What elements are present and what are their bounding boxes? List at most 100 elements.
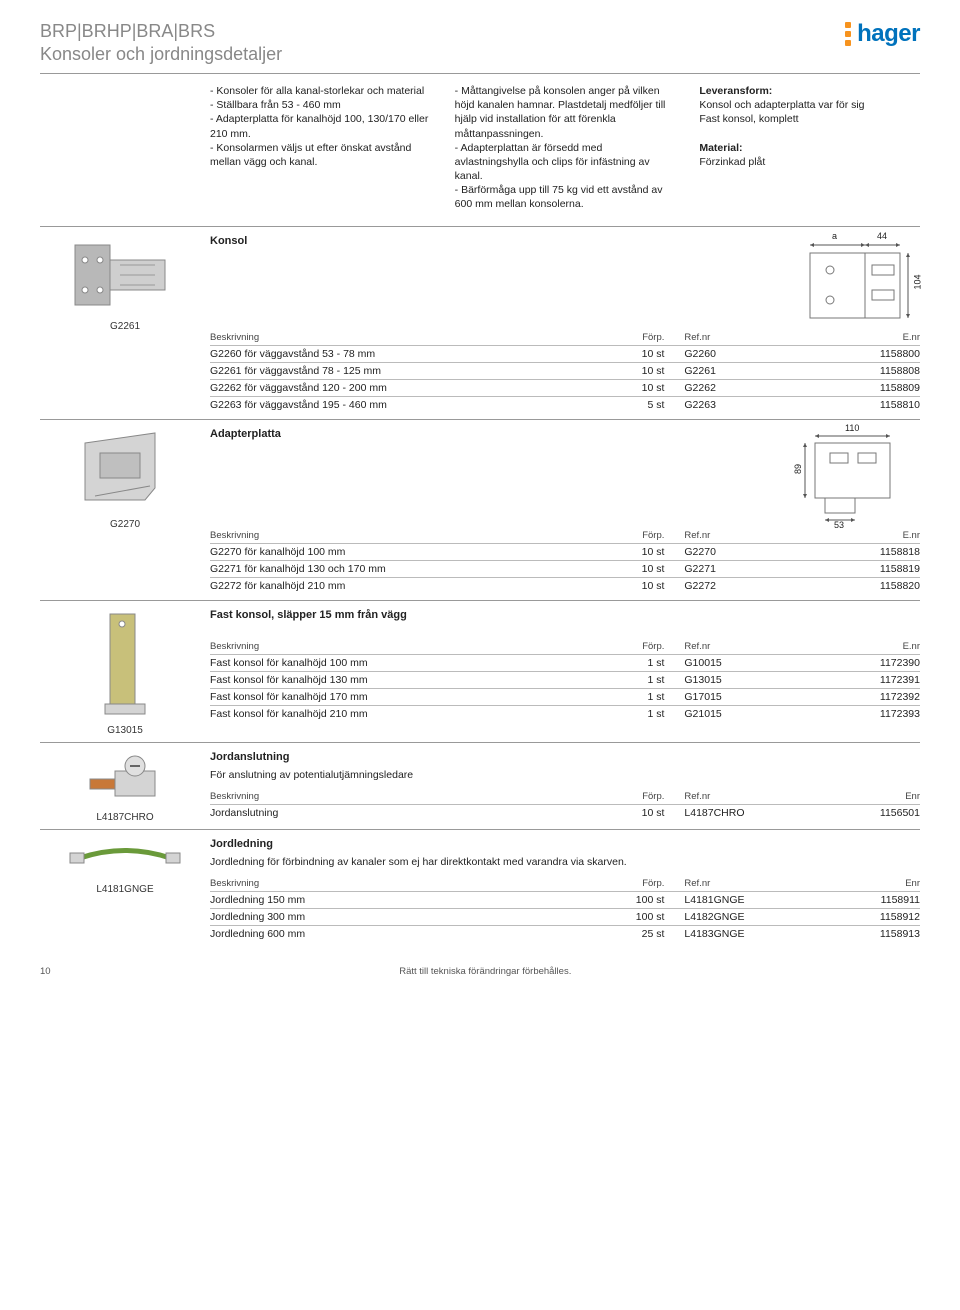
cell-enr: 1158809 — [792, 379, 920, 396]
intro-label-material: Material: — [699, 142, 742, 154]
cell-pack: 1 st — [579, 671, 664, 688]
intro-col-2: - Måttangivelse på konsolen anger på vil… — [455, 84, 676, 212]
intro-columns: - Konsoler för alla kanal-storlekar och … — [210, 84, 920, 212]
cell-enr: 1172390 — [792, 654, 920, 671]
cell-enr: 1156501 — [792, 804, 920, 821]
logo-dots-icon — [845, 22, 851, 46]
page-footer: 10 Rätt till tekniska förändringar förbe… — [40, 960, 920, 977]
section-jordan-content: Jordanslutning För anslutning av potenti… — [210, 751, 920, 821]
fast-rows: Fast konsol för kanalhöjd 100 mm1 stG100… — [210, 654, 920, 722]
jordan-title: Jordanslutning — [210, 751, 920, 763]
cell-desc: G2271 för kanalhöjd 130 och 170 mm — [210, 560, 579, 577]
cell-ref: G2261 — [664, 362, 792, 379]
cell-enr: 1158819 — [792, 560, 920, 577]
konsol-dim-a: a — [832, 231, 837, 241]
section-fast: G13015 Fast konsol, släpper 15 mm från v… — [40, 600, 920, 736]
cell-ref: G21015 — [664, 705, 792, 722]
jordan-rows: Jordanslutning10 stL4187CHRO1156501 — [210, 804, 920, 821]
konsol-product-icon — [70, 235, 180, 315]
cell-pack: 10 st — [579, 804, 664, 821]
section-jordan-image-col: L4187CHRO — [40, 751, 210, 823]
cell-ref: G2270 — [664, 543, 792, 560]
adapter-product-icon — [75, 428, 175, 513]
cell-ref: G13015 — [664, 671, 792, 688]
cell-pack: 10 st — [579, 362, 664, 379]
cell-enr: 1158800 — [792, 345, 920, 362]
cell-pack: 1 st — [579, 705, 664, 722]
section-konsol: G2261 Konsol a 44 104 — [40, 226, 920, 413]
cell-enr: 1158912 — [792, 908, 920, 925]
cell-ref: G17015 — [664, 688, 792, 705]
cell-pack: 100 st — [579, 908, 664, 925]
adapter-dim-110: 110 — [845, 423, 859, 433]
table-row: Fast konsol för kanalhöjd 210 mm1 stG210… — [210, 705, 920, 722]
fast-product-icon — [90, 609, 160, 719]
table-row: Fast konsol för kanalhöjd 130 mm1 stG130… — [210, 671, 920, 688]
table-row: Fast konsol för kanalhöjd 170 mm1 stG170… — [210, 688, 920, 705]
section-jordled: L4181GNGE Jordledning Jordledning för fö… — [40, 829, 920, 942]
section-fast-image-col: G13015 — [40, 609, 210, 736]
jordled-sub: Jordledning för förbindning av kanaler s… — [210, 856, 920, 868]
page-number: 10 — [40, 966, 51, 977]
cell-ref: G10015 — [664, 654, 792, 671]
cell-desc: Jordledning 150 mm — [210, 891, 579, 908]
cell-desc: Jordledning 300 mm — [210, 908, 579, 925]
col-desc: Beskrivning — [210, 330, 579, 346]
konsol-rows: G2260 för väggavstånd 53 - 78 mm10 stG22… — [210, 345, 920, 413]
table-row: G2270 för kanalhöjd 100 mm10 stG22701158… — [210, 543, 920, 560]
table-row: Jordledning 300 mm100 stL4182GNGE1158912 — [210, 908, 920, 925]
adapter-dim-89: 89 — [793, 464, 803, 474]
cell-pack: 1 st — [579, 688, 664, 705]
intro-text-leveransform: Konsol och adapterplatta var för sig Fas… — [699, 99, 864, 125]
jordled-title: Jordledning — [210, 838, 920, 850]
table-row: G2271 för kanalhöjd 130 och 170 mm10 stG… — [210, 560, 920, 577]
cell-ref: G2272 — [664, 577, 792, 594]
intro-col-3: Leveransform: Konsol och adapterplatta v… — [699, 84, 920, 212]
adapter-diagram: 110 89 53 — [790, 428, 920, 528]
fast-title: Fast konsol, släpper 15 mm från vägg — [210, 609, 920, 621]
col-ref: Ref.nr — [664, 330, 792, 346]
table-row: G2261 för väggavstånd 78 - 125 mm10 stG2… — [210, 362, 920, 379]
cell-desc: Jordanslutning — [210, 804, 579, 821]
cell-ref: L4187CHRO — [664, 804, 792, 821]
fast-table: Beskrivning Förp. Ref.nr E.nr Fast konso… — [210, 639, 920, 722]
cell-pack: 10 st — [579, 379, 664, 396]
jordan-table: Beskrivning Förp. Ref.nr Enr Jordanslutn… — [210, 789, 920, 821]
cell-pack: 10 st — [579, 543, 664, 560]
konsol-diagram: a 44 104 — [790, 235, 920, 330]
table-row: G2262 för väggavstånd 120 - 200 mm10 stG… — [210, 379, 920, 396]
cell-ref: L4181GNGE — [664, 891, 792, 908]
fast-caption: G13015 — [40, 725, 210, 736]
jordled-product-icon — [65, 838, 185, 878]
cell-enr: 1172393 — [792, 705, 920, 722]
cell-desc: Fast konsol för kanalhöjd 210 mm — [210, 705, 579, 722]
table-row: G2272 för kanalhöjd 210 mm10 stG22721158… — [210, 577, 920, 594]
cell-ref: G2260 — [664, 345, 792, 362]
jordled-table: Beskrivning Förp. Ref.nr Enr Jordledning… — [210, 876, 920, 942]
adapter-rows: G2270 för kanalhöjd 100 mm10 stG22701158… — [210, 543, 920, 594]
section-jordled-image-col: L4181GNGE — [40, 838, 210, 895]
footer-note: Rätt till tekniska förändringar förbehål… — [399, 966, 571, 977]
cell-pack: 25 st — [579, 925, 664, 942]
cell-desc: G2260 för väggavstånd 53 - 78 mm — [210, 345, 579, 362]
cell-pack: 10 st — [579, 577, 664, 594]
cell-desc: Fast konsol för kanalhöjd 130 mm — [210, 671, 579, 688]
cell-ref: G2263 — [664, 396, 792, 413]
cell-desc: G2270 för kanalhöjd 100 mm — [210, 543, 579, 560]
intro-col-1: - Konsoler för alla kanal-storlekar och … — [210, 84, 431, 212]
adapter-dim-53: 53 — [834, 520, 844, 530]
section-jordan: L4187CHRO Jordanslutning För anslutning … — [40, 742, 920, 823]
cell-pack: 1 st — [579, 654, 664, 671]
jordan-sub: För anslutning av potentialutjämningsled… — [210, 769, 920, 781]
jordled-caption: L4181GNGE — [40, 884, 210, 895]
table-row: Jordledning 600 mm25 stL4183GNGE1158913 — [210, 925, 920, 942]
konsol-table: Beskrivning Förp. Ref.nr E.nr G2260 för … — [210, 330, 920, 413]
cell-enr: 1158913 — [792, 925, 920, 942]
cell-ref: G2262 — [664, 379, 792, 396]
cell-pack: 10 st — [579, 560, 664, 577]
cell-ref: L4182GNGE — [664, 908, 792, 925]
cell-pack: 100 st — [579, 891, 664, 908]
cell-ref: L4183GNGE — [664, 925, 792, 942]
table-row: Jordledning 150 mm100 stL4181GNGE1158911 — [210, 891, 920, 908]
section-adapter: G2270 Adapterplatta 110 89 53 — [40, 419, 920, 594]
